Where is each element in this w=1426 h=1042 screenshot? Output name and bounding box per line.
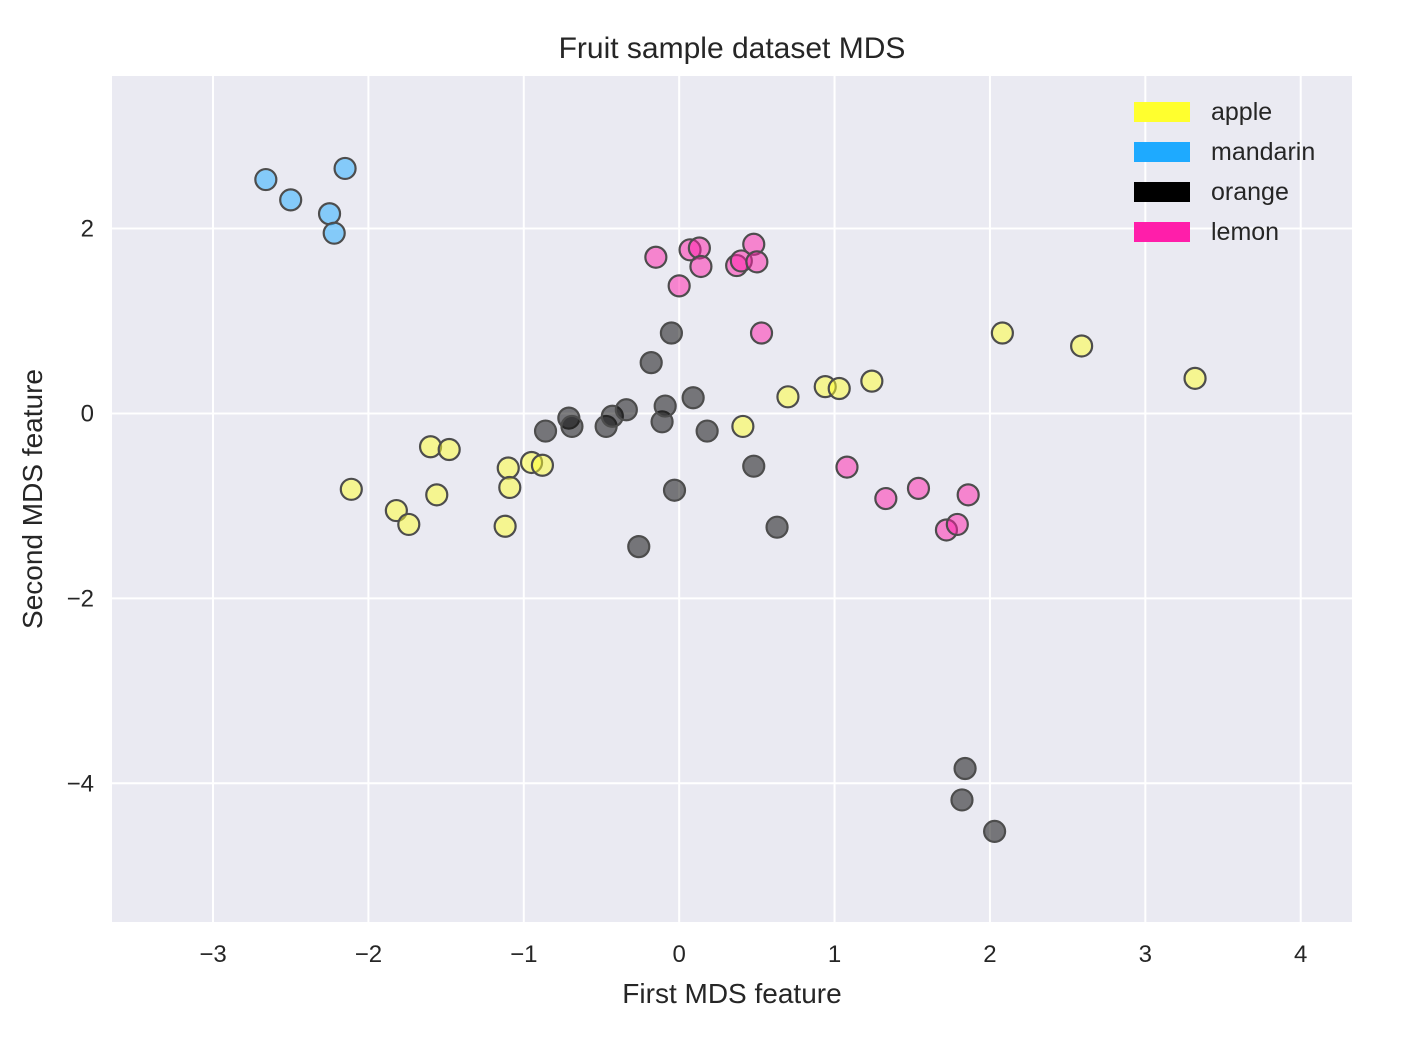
orange-point [659, 321, 683, 345]
x-tick-label: −2 [355, 941, 382, 968]
orange-point [681, 386, 705, 410]
orange-point [953, 756, 977, 781]
apple-point [1070, 334, 1094, 358]
y-tick-label: −2 [67, 585, 94, 612]
orange-point [950, 788, 974, 812]
legend: apple mandarin orange lemon [1134, 98, 1315, 246]
orange-point [639, 351, 663, 375]
y-tick-label: 0 [81, 400, 94, 427]
lemon-point [945, 512, 969, 537]
orange-point [627, 535, 651, 559]
mandarin-point [317, 202, 342, 226]
orange-point [653, 394, 677, 418]
y-tick-labels: −4 −2 0 2 [67, 216, 94, 798]
lemon-point [906, 476, 931, 500]
orange-point [533, 419, 558, 443]
orange-point [765, 515, 789, 539]
apple-point [1183, 366, 1207, 390]
x-tick-label: 3 [1139, 941, 1152, 968]
apple-point [776, 385, 800, 409]
lemon-point [956, 483, 980, 507]
apple-point [493, 514, 517, 538]
legend-label-mandarin: mandarin [1211, 138, 1315, 166]
lemon-point [749, 321, 774, 345]
legend-label-orange: orange [1211, 178, 1289, 206]
x-tick-label: 1 [828, 941, 841, 968]
orange-point [695, 419, 719, 443]
apple-point [827, 376, 851, 401]
orange-point [614, 398, 638, 422]
lemon-point [745, 250, 769, 274]
orange-point [662, 478, 687, 502]
lemon-point [689, 254, 713, 279]
lemon-point [644, 245, 668, 269]
legend-swatch-lemon [1134, 222, 1190, 242]
x-axis-label: First MDS feature [622, 978, 841, 1009]
orange-point [560, 414, 584, 439]
orange-point [983, 819, 1007, 843]
x-tick-label: 0 [672, 941, 685, 968]
apple-point [498, 475, 522, 500]
scatter-points [254, 156, 1207, 843]
legend-label-apple: apple [1211, 98, 1272, 126]
legend-swatch-mandarin [1134, 142, 1190, 162]
chart-title: Fruit sample dataset MDS [559, 32, 906, 65]
legend-swatch-apple [1134, 102, 1190, 122]
orange-point [742, 454, 766, 478]
mandarin-point [322, 221, 346, 245]
apple-point [860, 369, 884, 393]
x-tick-labels: −3 −2 −1 0 1 2 3 4 [199, 941, 1307, 968]
y-tick-label: 2 [81, 216, 94, 243]
mandarin-point [254, 167, 278, 192]
apple-point [731, 414, 755, 439]
apple-point [397, 512, 421, 537]
apple-point [418, 435, 443, 459]
apple-point [339, 477, 363, 501]
lemon-point [667, 274, 691, 298]
apple-point [425, 483, 449, 507]
x-tick-label: −3 [199, 941, 226, 968]
apple-point [990, 321, 1014, 345]
y-tick-label: −4 [67, 770, 94, 797]
lemon-point [835, 455, 859, 479]
mandarin-point [333, 156, 357, 181]
x-tick-label: 2 [983, 941, 996, 968]
apple-point [437, 437, 461, 462]
mandarin-point [279, 188, 303, 212]
apple-point [496, 456, 520, 480]
x-tick-label: −1 [510, 941, 537, 968]
lemon-point [874, 486, 898, 511]
legend-label-lemon: lemon [1211, 218, 1279, 246]
apple-point [530, 453, 555, 477]
x-tick-label: 4 [1294, 941, 1307, 968]
legend-swatch-orange [1134, 182, 1190, 202]
y-axis-label: Second MDS feature [17, 369, 48, 629]
grid-lines [112, 76, 1352, 922]
